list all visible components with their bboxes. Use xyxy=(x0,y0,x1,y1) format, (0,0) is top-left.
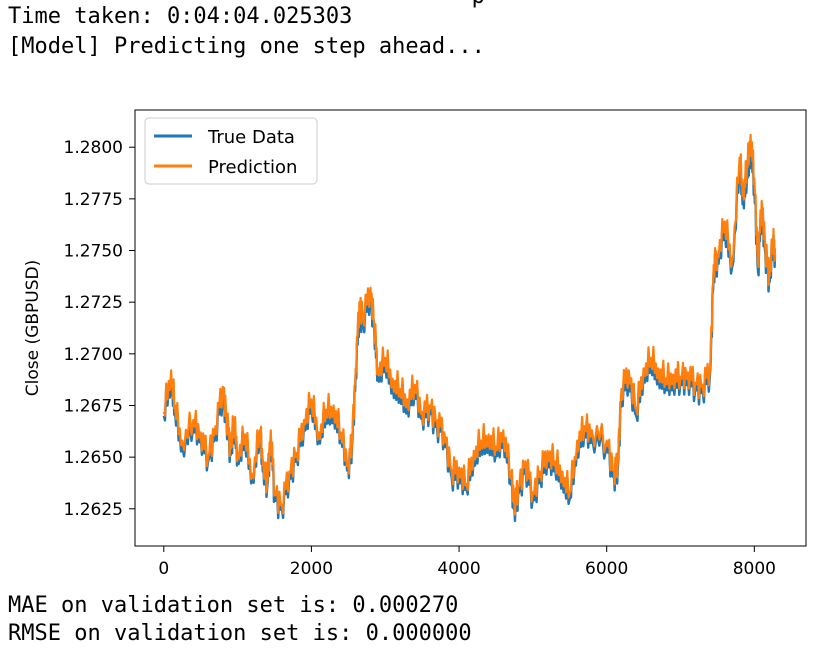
y-axis: 1.2625 1.2650 1.2675 1.2700 1.2725 1.2750 1.27… xyxy=(64,138,135,520)
legend: True Data Prediction xyxy=(144,117,318,185)
console-line-model-status: [Model] Predicting one step ahead... xyxy=(8,34,485,59)
series-line-prediction xyxy=(162,133,777,516)
y-axis-label: Close (GBPUSD) xyxy=(23,260,43,396)
console-line-time-taken: Time taken: 0:04:04.025303 xyxy=(8,4,353,29)
y-tick-label: 1.2800 xyxy=(64,138,123,158)
y-tick-label: 1.2725 xyxy=(64,293,123,313)
series-line-true-data xyxy=(162,146,777,523)
series-layer xyxy=(162,133,777,523)
x-axis: 0 2000 4000 6000 8000 xyxy=(158,546,776,579)
x-tick-label: 6000 xyxy=(585,559,628,579)
console-line-truncated: p xyxy=(8,0,485,10)
x-tick-label: 2000 xyxy=(290,559,333,579)
legend-label-prediction: Prediction xyxy=(208,157,297,178)
x-tick-label: 8000 xyxy=(733,559,776,579)
y-tick-label: 1.2675 xyxy=(64,396,123,416)
y-tick-label: 1.2750 xyxy=(64,242,123,262)
x-tick-label: 0 xyxy=(158,559,169,579)
x-tick-label: 4000 xyxy=(437,559,480,579)
legend-label-true-data: True Data xyxy=(207,127,295,148)
y-tick-label: 1.2650 xyxy=(64,448,123,468)
console-line-rmse: RMSE on validation set is: 0.000000 xyxy=(8,621,472,646)
y-tick-label: 1.2775 xyxy=(64,190,123,210)
y-tick-label: 1.2700 xyxy=(64,345,123,365)
y-tick-label: 1.2625 xyxy=(64,500,123,520)
console-line-mae: MAE on validation set is: 0.000270 xyxy=(8,593,459,618)
